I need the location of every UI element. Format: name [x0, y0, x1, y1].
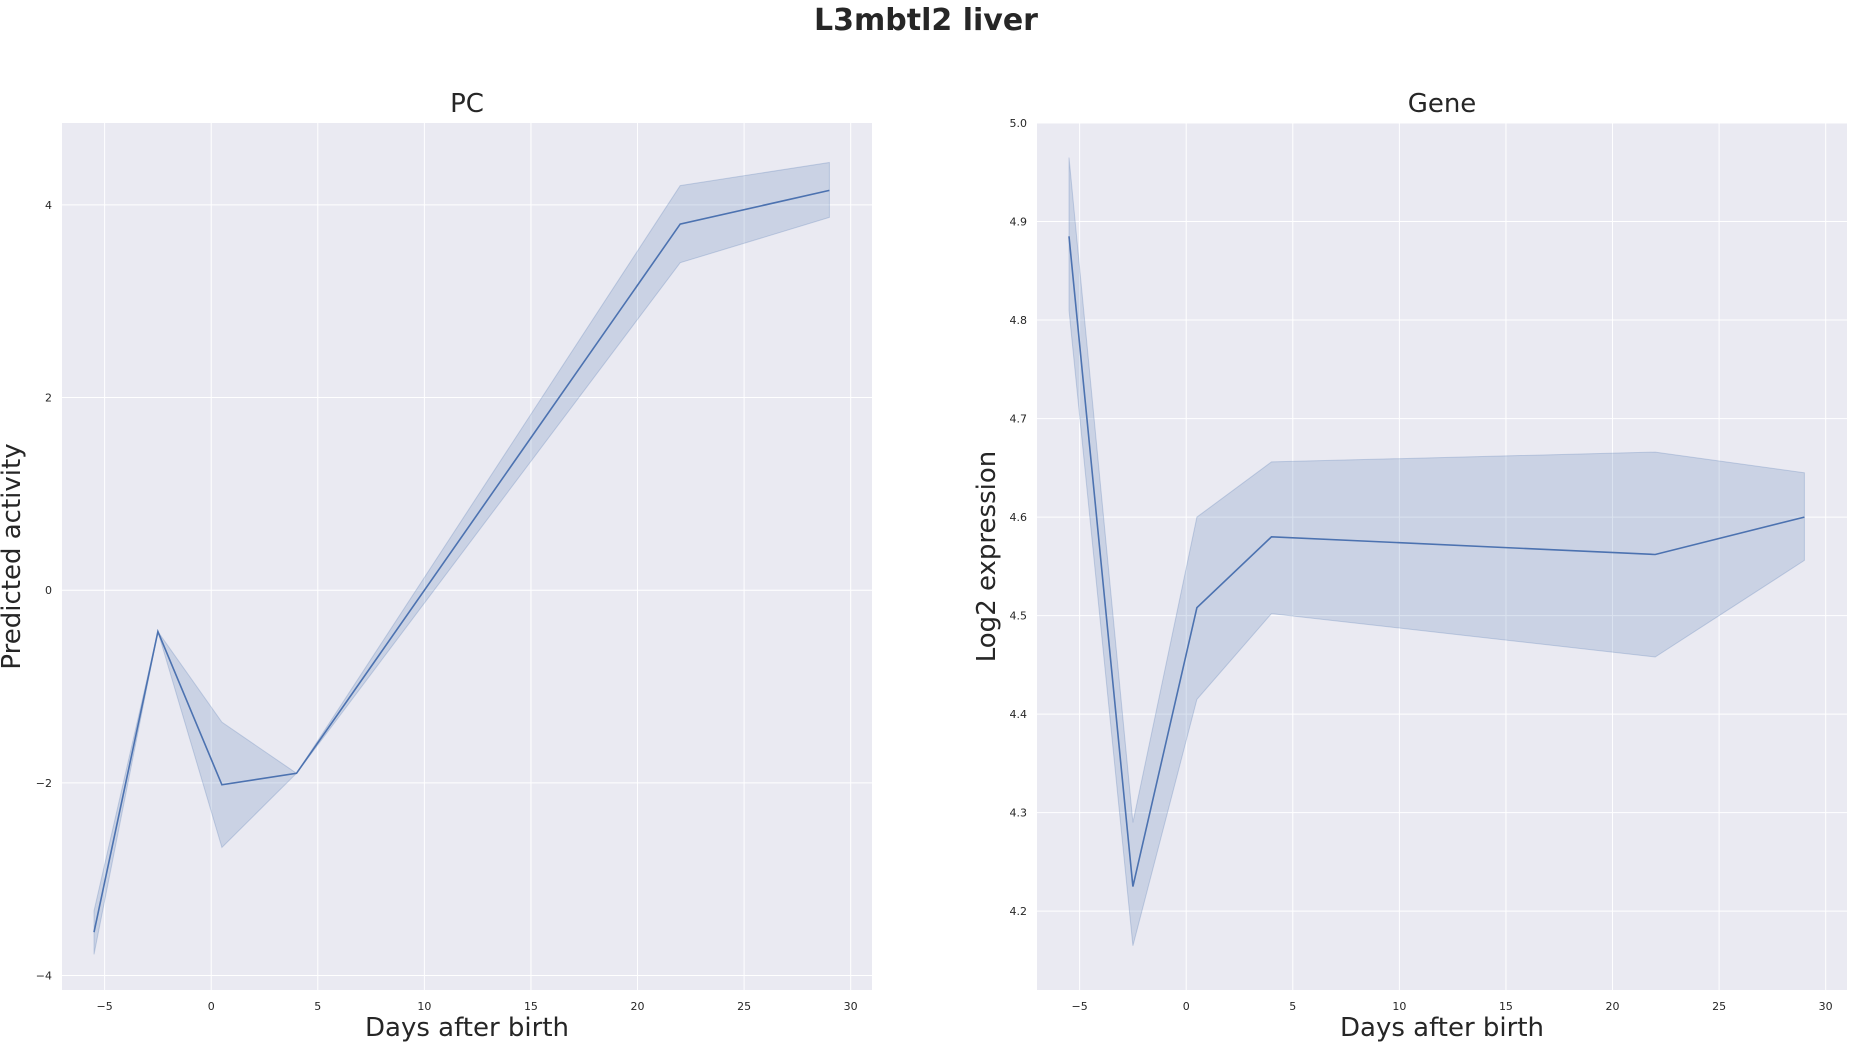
- pc-x-tick-label: −5: [97, 1000, 113, 1013]
- gene-plot-area: [1037, 123, 1847, 990]
- gene-confidence-band: [1068, 157, 1805, 946]
- pc-chart-title: PC: [450, 89, 484, 119]
- gene-y-axis-label: Log2 expression: [972, 451, 1002, 663]
- gene-x-tick-label: 0: [1183, 1000, 1190, 1013]
- gene-chart-panel: −5 0 5 10 15 20 25 30 4.2 4.3 4.4 4.5 4.6 4.7 4.8 4.9 5.…: [972, 89, 1847, 1043]
- gene-x-tick-label: 25: [1712, 1000, 1726, 1013]
- gene-x-tick-label: 15: [1499, 1000, 1513, 1013]
- gene-x-tick-label: −5: [1072, 1000, 1088, 1013]
- pc-x-tick-label: 30: [844, 1000, 858, 1013]
- pc-x-tick-label: 5: [314, 1000, 321, 1013]
- gene-y-tick-label: 4.4: [1010, 708, 1028, 721]
- gene-x-tick-label: 30: [1819, 1000, 1833, 1013]
- gene-series-line: [1068, 236, 1805, 887]
- pc-y-tick-label: −2: [36, 777, 52, 790]
- pc-x-tick-label: 25: [737, 1000, 751, 1013]
- pc-y-tick-label: 2: [45, 392, 52, 405]
- pc-x-tick-label: 0: [208, 1000, 215, 1013]
- pc-x-tick-label: 10: [417, 1000, 431, 1013]
- pc-x-tick-label: 15: [524, 1000, 538, 1013]
- pc-plot-area: [62, 123, 872, 990]
- gene-y-tick-label: 4.5: [1010, 610, 1028, 623]
- pc-y-tick-label: −4: [36, 970, 52, 983]
- pc-y-axis-label: Predicted activity: [0, 443, 27, 669]
- pc-chart-panel: −5 0 5 10 15 20 25 30 −4 −2 0 2 4 PC Days after birth P…: [0, 89, 872, 1043]
- gene-y-tick-label: 4.2: [1010, 905, 1028, 918]
- pc-series-line: [93, 189, 830, 933]
- pc-y-tick-label: 4: [45, 199, 52, 212]
- figure-title: L3mbtl2 liver: [814, 3, 1038, 38]
- gene-y-tick-label: 4.7: [1010, 413, 1028, 426]
- gene-y-tick-label: 4.9: [1010, 216, 1028, 229]
- pc-y-tick-label: 0: [45, 584, 52, 597]
- gene-x-axis-label: Days after birth: [1340, 1013, 1544, 1043]
- gene-chart-title: Gene: [1408, 89, 1477, 119]
- gene-x-tick-label: 5: [1289, 1000, 1296, 1013]
- gene-x-tick-label: 10: [1392, 1000, 1406, 1013]
- pc-x-axis-label: Days after birth: [365, 1013, 569, 1043]
- pc-x-tick-label: 20: [631, 1000, 645, 1013]
- gene-x-tick-label: 20: [1606, 1000, 1620, 1013]
- gene-y-tick-label: 4.6: [1010, 511, 1028, 524]
- gene-y-tick-label: 5.0: [1010, 117, 1028, 130]
- gene-y-tick-label: 4.8: [1010, 314, 1028, 327]
- gene-y-tick-label: 4.3: [1010, 807, 1028, 820]
